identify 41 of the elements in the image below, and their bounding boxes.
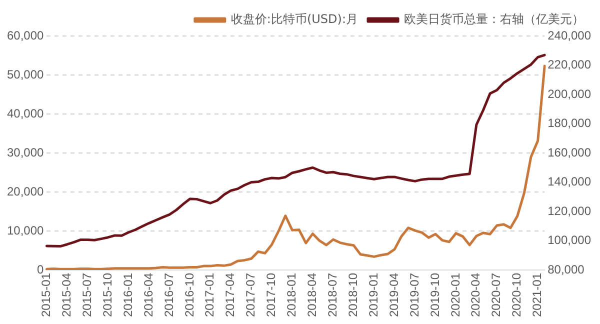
x-tick-label: 2020-04 bbox=[468, 272, 483, 318]
legend-label: 收盘价:比特币(USD):月 bbox=[230, 12, 358, 26]
x-tick-label: 2017-10 bbox=[264, 272, 278, 318]
y2-tick-label: 200,000 bbox=[548, 86, 592, 101]
x-tick-label: 2019-07 bbox=[407, 272, 422, 318]
x-tick-label: 2020-10 bbox=[510, 272, 524, 318]
x-tick-label: 2019-10 bbox=[428, 272, 442, 318]
x-tick-label: 2015-07 bbox=[80, 272, 94, 318]
y-tick-label: 20,000 bbox=[7, 184, 44, 198]
y-tick-label: 50,000 bbox=[7, 67, 44, 82]
x-tick-label: 2016-07 bbox=[162, 272, 176, 318]
y-tick-label: 30,000 bbox=[7, 145, 44, 160]
x-tick-label: 2019-04 bbox=[386, 272, 401, 318]
x-tick-label: 2016-04 bbox=[141, 272, 156, 318]
x-tick-label: 2018-04 bbox=[305, 272, 320, 318]
x-tick-label: 2016-01 bbox=[120, 272, 135, 318]
y2-tick-label: 220,000 bbox=[548, 58, 592, 72]
y2-tick-label: 140,000 bbox=[548, 174, 592, 189]
x-tick-label: 2017-07 bbox=[244, 272, 258, 318]
x-tick-label: 2015-04 bbox=[59, 272, 74, 318]
y2-tick-label: 120,000 bbox=[548, 204, 592, 218]
y2-tick-label: 100,000 bbox=[548, 233, 592, 248]
y-tick-label: 40,000 bbox=[7, 106, 44, 120]
x-tick-label: 2021-01 bbox=[530, 272, 544, 318]
x-tick-label: 2019-01 bbox=[366, 272, 380, 318]
x-tick-label: 2020-01 bbox=[448, 272, 462, 318]
x-tick-label: 2020-07 bbox=[489, 272, 504, 318]
legend-label: 欧美日货币总量：右轴（亿美元） bbox=[404, 12, 584, 26]
x-tick-label: 2016-10 bbox=[182, 272, 196, 318]
x-tick-label: 2018-07 bbox=[325, 272, 340, 318]
y2-tick-label: 180,000 bbox=[548, 116, 592, 130]
x-tick-label: 2018-10 bbox=[346, 272, 360, 318]
y2-tick-label: 240,000 bbox=[548, 28, 592, 42]
y2-tick-label: 80,000 bbox=[548, 262, 585, 276]
x-tick-label: 2015-10 bbox=[100, 272, 114, 318]
y2-tick-label: 160,000 bbox=[548, 145, 592, 160]
x-tick-label: 2017-01 bbox=[202, 272, 217, 318]
x-tick-label: 2017-04 bbox=[223, 272, 238, 318]
x-tick-label: 2018-01 bbox=[284, 272, 299, 318]
y-tick-label: 60,000 bbox=[7, 28, 44, 42]
y-tick-label: 10,000 bbox=[7, 223, 44, 238]
